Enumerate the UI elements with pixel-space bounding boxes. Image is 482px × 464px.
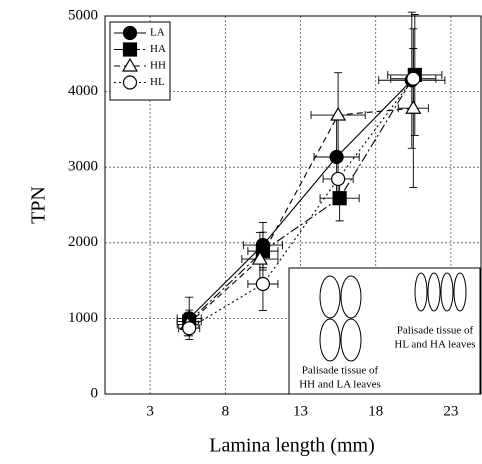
legend-label: HA <box>150 43 166 55</box>
marker <box>329 149 344 165</box>
y-tick-label: 5000 <box>68 7 98 23</box>
marker <box>255 276 271 292</box>
annotation: Palisade tissue of <box>397 325 474 337</box>
series-line <box>188 79 413 319</box>
cell <box>340 275 362 319</box>
cell <box>414 272 428 312</box>
x-axis-title: Lamina length (mm) <box>209 435 375 457</box>
marker <box>122 42 138 57</box>
marker <box>331 171 346 187</box>
cell <box>319 318 341 362</box>
annotation: HH and LA leaves <box>299 379 381 391</box>
cell <box>340 318 362 362</box>
annotation: Palisade tissue of <box>302 365 379 377</box>
x-tick-label: 23 <box>443 403 458 419</box>
marker <box>330 106 347 121</box>
x-tick-label: 13 <box>293 403 308 419</box>
series-line <box>188 74 416 322</box>
annotation: HL and HA leaves <box>394 339 475 351</box>
y-tick-label: 0 <box>91 385 99 401</box>
y-tick-label: 4000 <box>68 83 98 99</box>
marker <box>182 321 197 336</box>
marker <box>406 71 421 86</box>
x-tick-label: 8 <box>222 403 230 419</box>
legend-box <box>109 21 171 101</box>
legend-label: HL <box>150 76 165 88</box>
marker <box>332 191 347 206</box>
inset: Palisade tissue of HL and HA leaves Pali… <box>288 267 481 395</box>
legend-label: LA <box>150 27 165 39</box>
marker <box>251 250 268 265</box>
marker <box>122 75 138 90</box>
marker <box>122 25 138 41</box>
x-tick-label: 3 <box>146 403 154 419</box>
y-tick-label: 1000 <box>68 310 98 326</box>
cell <box>453 272 467 312</box>
series-line <box>188 78 414 329</box>
marker <box>405 100 422 114</box>
x-tick-label: 18 <box>368 403 383 419</box>
y-axis-title: TPN <box>28 186 50 224</box>
plot <box>176 11 446 341</box>
y-tick-label: 2000 <box>68 234 98 250</box>
cell <box>427 272 441 312</box>
cell <box>440 272 454 312</box>
y-tick-label: 3000 <box>68 159 98 175</box>
marker <box>121 57 139 72</box>
legend: LA HA HH HL <box>114 25 166 90</box>
cell <box>319 275 341 319</box>
legend-label: HH <box>150 60 166 72</box>
